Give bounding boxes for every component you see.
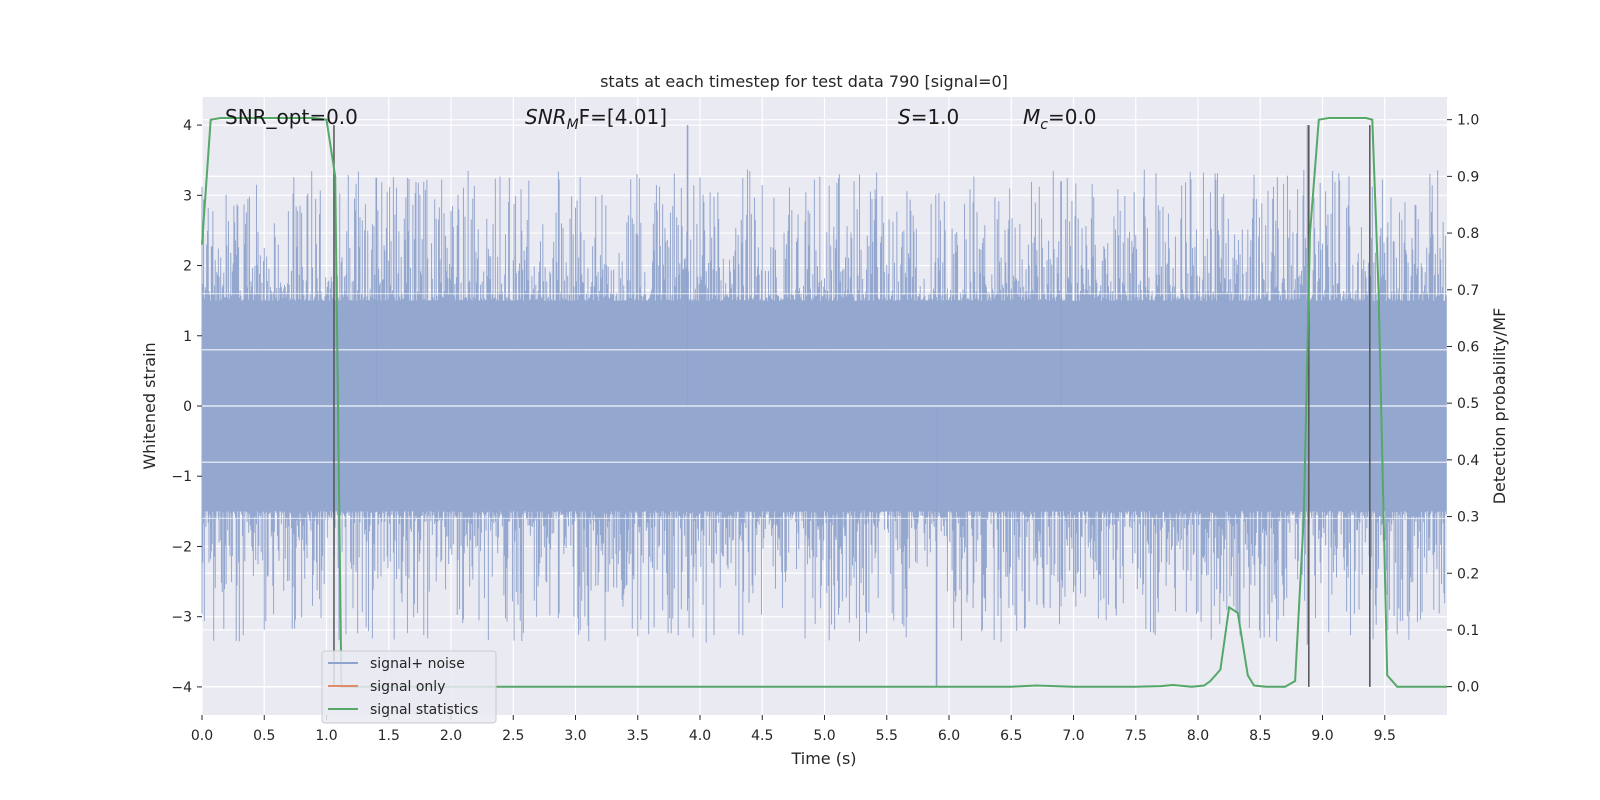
y-left-tick-label-3: −1 bbox=[171, 469, 192, 485]
x-tick-label-2: 1.0 bbox=[315, 728, 337, 744]
y-right-tick-label-1: 0.1 bbox=[1457, 623, 1479, 639]
y-left-tick-label-2: −2 bbox=[171, 539, 192, 555]
annotation-s-value: =1.0 bbox=[911, 105, 960, 129]
x-tick-label-16: 8.0 bbox=[1187, 728, 1209, 744]
x-tick-label-14: 7.0 bbox=[1062, 728, 1084, 744]
legend-label-signal-only: signal only bbox=[370, 679, 445, 695]
x-tick-label-6: 3.0 bbox=[564, 728, 586, 744]
x-tick-label-4: 2.0 bbox=[440, 728, 462, 744]
annotation-snr-mf-sub: M bbox=[567, 117, 579, 133]
annotation-s-label: S bbox=[898, 105, 911, 129]
annotation-mc-sub: c bbox=[1040, 117, 1048, 133]
x-tick-label-19: 9.5 bbox=[1374, 728, 1396, 744]
y-axis-right-label: Detection probability/MF bbox=[1490, 308, 1509, 505]
annotation-mc-label: M bbox=[1023, 105, 1040, 129]
y-left-tick-label-1: −3 bbox=[171, 610, 192, 626]
y-right-tick-label-10: 1.0 bbox=[1457, 113, 1479, 129]
legend: signal+ noise signal only signal statist… bbox=[321, 650, 497, 724]
y-right-tick-label-3: 0.3 bbox=[1457, 510, 1479, 526]
x-tick-label-13: 6.5 bbox=[1000, 728, 1022, 744]
x-tick-label-18: 9.0 bbox=[1311, 728, 1333, 744]
y-right-tick-label-9: 0.9 bbox=[1457, 169, 1479, 185]
chart-title: stats at each timestep for test data 790… bbox=[600, 72, 1008, 91]
x-tick-label-15: 7.5 bbox=[1125, 728, 1147, 744]
y-left-tick-label-0: −4 bbox=[171, 680, 192, 696]
y-right-tick-label-4: 0.4 bbox=[1457, 453, 1479, 469]
y-right-tick-label-6: 0.6 bbox=[1457, 339, 1479, 355]
y-axis-left-label: Whitened strain bbox=[140, 342, 159, 469]
y-left-tick-label-6: 2 bbox=[183, 259, 192, 275]
x-tick-label-1: 0.5 bbox=[253, 728, 275, 744]
y-left-tick-label-7: 3 bbox=[183, 188, 192, 204]
x-tick-label-17: 8.5 bbox=[1249, 728, 1271, 744]
annotation-snr-mf-label: SNR bbox=[525, 105, 567, 129]
annotation-snr-mf: SNRMF=[4.01] bbox=[525, 105, 667, 133]
y-right-tick-label-2: 0.2 bbox=[1457, 566, 1479, 582]
legend-label-signal-noise: signal+ noise bbox=[370, 656, 465, 672]
annotation-mc-value: =0.0 bbox=[1048, 105, 1097, 129]
x-axis-label: Time (s) bbox=[790, 749, 856, 768]
x-tick-label-8: 4.0 bbox=[689, 728, 711, 744]
x-axis-ticks: 0.0 0.5 1.0 1.5 2.0 2.5 3.0 3.5 4.0 4.5 5.0 5.5 6.0 6… bbox=[191, 715, 1396, 744]
series-signal-noise bbox=[201, 125, 1447, 687]
y-axis-right-ticks: 0.0 0.1 0.2 0.3 0.4 0.5 0.6 0.7 0.8 0.9 1.0 bbox=[1447, 113, 1479, 696]
annotation-mc: Mc=0.0 bbox=[1023, 105, 1097, 133]
x-tick-label-12: 6.0 bbox=[938, 728, 960, 744]
annotation-snr-mf-value: F=[4.01] bbox=[579, 105, 667, 129]
y-right-tick-label-0: 0.0 bbox=[1457, 680, 1479, 696]
x-tick-label-10: 5.0 bbox=[813, 728, 835, 744]
legend-label-signal-statistics: signal statistics bbox=[370, 702, 478, 718]
y-left-tick-label-5: 1 bbox=[183, 329, 192, 345]
y-left-tick-label-4: 0 bbox=[183, 399, 192, 415]
vertical-markers bbox=[333, 125, 1371, 687]
signal-statistics-line bbox=[201, 117, 1447, 688]
y-axis-left-ticks: −4 −3 −2 −1 0 1 2 3 4 bbox=[171, 118, 202, 696]
y-right-tick-label-7: 0.7 bbox=[1457, 283, 1479, 299]
series-signal-statistics bbox=[201, 117, 1447, 688]
y-left-tick-label-8: 4 bbox=[183, 118, 192, 134]
y-right-tick-label-5: 0.5 bbox=[1457, 396, 1479, 412]
annotation-s: S=1.0 bbox=[898, 105, 959, 129]
legend-box bbox=[321, 650, 497, 724]
annotation-snr-opt: SNR_opt=0.0 bbox=[225, 105, 358, 129]
x-tick-label-11: 5.5 bbox=[876, 728, 898, 744]
x-tick-label-7: 3.5 bbox=[627, 728, 649, 744]
x-tick-label-9: 4.5 bbox=[751, 728, 773, 744]
x-tick-label-3: 1.5 bbox=[378, 728, 400, 744]
x-tick-label-5: 2.5 bbox=[502, 728, 524, 744]
x-tick-label-0: 0.0 bbox=[191, 728, 213, 744]
y-right-tick-label-8: 0.8 bbox=[1457, 226, 1479, 242]
